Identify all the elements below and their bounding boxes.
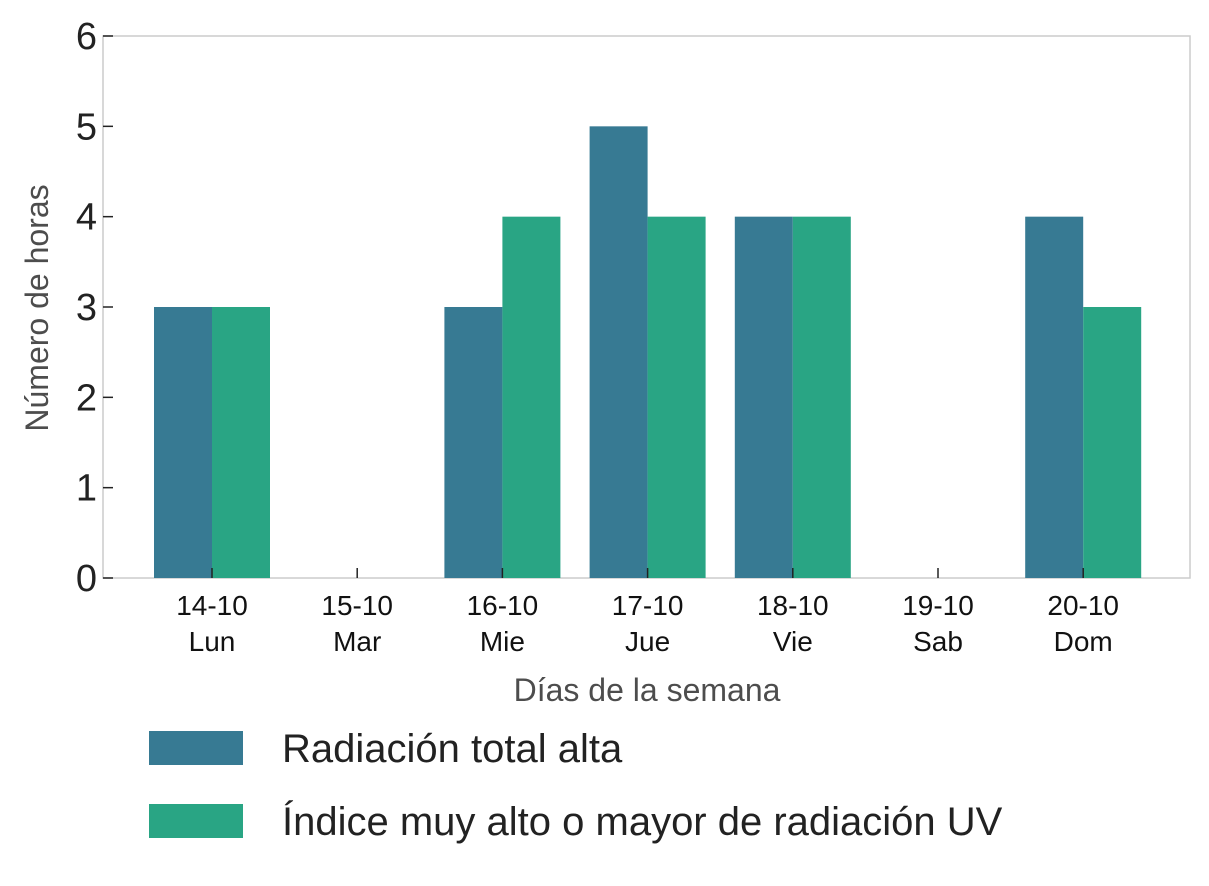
y-tick-label: 1 bbox=[76, 468, 97, 510]
y-axis-title: Número de horas bbox=[19, 184, 55, 431]
x-tick-label: 18-10 Vie bbox=[757, 590, 829, 657]
x-tick-label: 20-10 Dom bbox=[1047, 590, 1119, 657]
x-tick-date: 14-10 bbox=[176, 590, 248, 621]
x-tick-date: 18-10 bbox=[757, 590, 829, 621]
x-tick-day: Vie bbox=[773, 626, 813, 657]
x-tick-date: 16-10 bbox=[467, 590, 539, 621]
bar-indice-uv-2 bbox=[502, 216, 561, 578]
legend-swatch bbox=[149, 731, 243, 765]
x-tick-date: 20-10 bbox=[1047, 590, 1119, 621]
bar-radiacion-total-0 bbox=[154, 307, 212, 578]
y-tick-label: 3 bbox=[76, 287, 97, 329]
x-tick-label: 17-10 Jue bbox=[612, 590, 684, 657]
y-tick-label: 0 bbox=[76, 558, 97, 600]
y-tick-label: 6 bbox=[76, 16, 97, 58]
x-tick-day: Jue bbox=[625, 626, 670, 657]
x-axis-title: Días de la semana bbox=[514, 672, 781, 708]
x-tick-day: Lun bbox=[189, 626, 236, 657]
y-tick-label: 2 bbox=[76, 377, 97, 419]
legend-label: Radiación total alta bbox=[282, 727, 623, 771]
bar-indice-uv-3 bbox=[647, 216, 706, 578]
x-tick-date: 19-10 bbox=[902, 590, 974, 621]
bar-radiacion-total-2 bbox=[444, 307, 503, 578]
x-tick-day: Dom bbox=[1054, 626, 1113, 657]
x-tick-date: 15-10 bbox=[321, 590, 393, 621]
x-tick-label: 19-10 Sab bbox=[902, 590, 974, 657]
x-tick-day: Mar bbox=[333, 626, 381, 657]
x-tick-label: 16-10 Mie bbox=[467, 590, 539, 657]
bars-group bbox=[154, 126, 1142, 578]
legend-swatch bbox=[149, 804, 243, 838]
y-axis: 0 1 2 3 4 5 6 bbox=[76, 16, 113, 600]
x-axis: 14-10 Lun 15-10 Mar 16-10 Mie 17-10 Jue 18-10 Vie… bbox=[176, 568, 1119, 657]
bar-radiacion-total-6 bbox=[1025, 216, 1084, 578]
bar-radiacion-total-3 bbox=[589, 126, 648, 578]
legend: Radiación total alta Índice muy alto o ma… bbox=[149, 727, 1003, 844]
x-tick-date: 17-10 bbox=[612, 590, 684, 621]
x-tick-label: 15-10 Mar bbox=[321, 590, 393, 657]
legend-label: Índice muy alto o mayor de radiación UV bbox=[282, 799, 1003, 844]
bar-indice-uv-0 bbox=[212, 307, 270, 578]
y-tick-label: 4 bbox=[76, 197, 97, 239]
bar-indice-uv-6 bbox=[1083, 307, 1142, 578]
x-tick-day: Mie bbox=[480, 626, 525, 657]
x-tick-day: Sab bbox=[913, 626, 963, 657]
bar-radiacion-total-4 bbox=[734, 216, 793, 578]
y-tick-label: 5 bbox=[76, 106, 97, 148]
bar-indice-uv-4 bbox=[792, 216, 851, 578]
x-tick-label: 14-10 Lun bbox=[176, 590, 248, 657]
